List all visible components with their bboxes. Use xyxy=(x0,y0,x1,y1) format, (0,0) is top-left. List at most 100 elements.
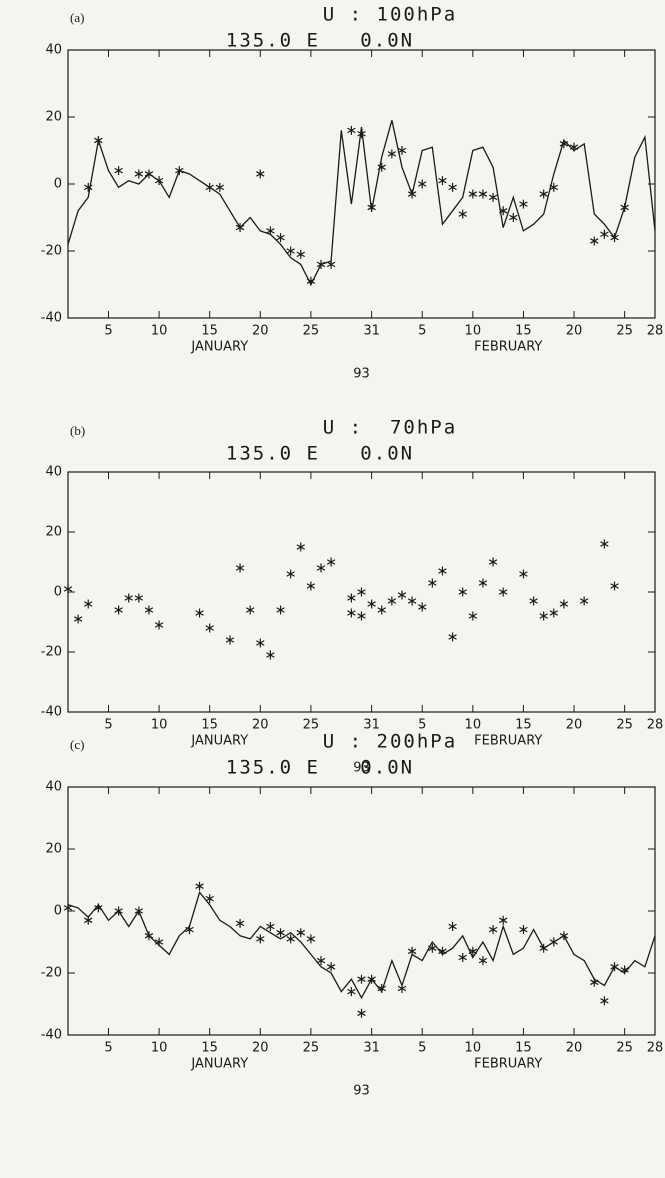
asterisk-marker xyxy=(387,149,397,159)
asterisk-marker xyxy=(418,179,427,189)
asterisk-marker xyxy=(407,946,417,956)
asterisk-marker xyxy=(539,943,548,953)
asterisk-marker xyxy=(559,139,569,149)
asterisk-marker xyxy=(266,650,275,660)
asterisk-marker xyxy=(357,129,366,139)
y-tick-label: -20 xyxy=(41,244,62,259)
asterisk-marker xyxy=(286,569,295,579)
asterisk-marker xyxy=(84,915,93,925)
x-tick-label: 20 xyxy=(566,324,583,339)
x-tick-label: 5 xyxy=(104,1041,112,1056)
asterisk-marker xyxy=(397,590,407,600)
asterisk-marker xyxy=(154,176,164,186)
asterisk-marker xyxy=(266,922,275,931)
asterisk-marker xyxy=(326,557,336,567)
month-label: FEBRUARY xyxy=(474,340,542,355)
x-tick-label: 10 xyxy=(465,324,482,339)
x-axis-label: 93 xyxy=(353,1084,370,1099)
x-tick-label: 5 xyxy=(104,718,112,733)
asterisk-marker xyxy=(519,569,528,579)
x-tick-label: 31 xyxy=(363,718,380,733)
asterisk-marker xyxy=(124,593,133,603)
y-tick-label: -40 xyxy=(41,311,62,326)
y-tick-label: -40 xyxy=(41,1028,62,1043)
asterisk-marker xyxy=(347,125,356,135)
x-tick-label: 20 xyxy=(252,718,269,733)
asterisk-marker xyxy=(94,135,103,145)
asterisk-marker xyxy=(326,259,336,269)
asterisk-marker xyxy=(468,946,478,956)
asterisk-marker xyxy=(458,587,467,597)
asterisk-marker xyxy=(478,956,488,966)
asterisk-marker xyxy=(114,166,123,176)
month-label: JANUARY xyxy=(190,340,248,355)
chart-subtitle: 135.0 E 0.0N xyxy=(226,443,414,465)
x-tick-label: 5 xyxy=(418,324,426,339)
asterisk-marker xyxy=(144,169,154,179)
chart-title: U : 100hPa xyxy=(323,4,457,26)
x-tick-label: 10 xyxy=(151,718,168,733)
data-line xyxy=(67,120,656,286)
asterisk-marker xyxy=(488,192,498,202)
asterisk-marker xyxy=(134,169,144,179)
asterisk-marker xyxy=(256,934,265,944)
x-tick-label: 28 xyxy=(647,324,664,339)
asterisk-marker xyxy=(600,229,609,239)
asterisk-marker xyxy=(377,162,386,172)
asterisk-marker xyxy=(488,925,498,935)
asterisk-marker xyxy=(387,596,397,606)
asterisk-marker xyxy=(215,182,225,192)
x-tick-label: 25 xyxy=(303,1041,320,1056)
asterisk-marker xyxy=(316,563,326,573)
month-label: JANUARY xyxy=(190,1057,248,1072)
asterisk-marker xyxy=(154,937,164,947)
asterisk-marker xyxy=(306,581,316,591)
asterisk-marker xyxy=(448,922,457,931)
x-tick-label: 10 xyxy=(465,718,482,733)
asterisk-marker xyxy=(549,937,559,947)
chart-subtitle: 135.0 E 0.0N xyxy=(226,30,414,52)
asterisk-marker xyxy=(438,176,447,186)
y-tick-label: 40 xyxy=(45,780,62,795)
asterisk-marker xyxy=(195,881,204,891)
asterisk-marker xyxy=(306,276,316,286)
asterisk-marker xyxy=(509,213,518,222)
asterisk-marker xyxy=(488,557,498,567)
asterisk-marker xyxy=(438,946,447,956)
asterisk-marker xyxy=(428,943,437,953)
asterisk-marker xyxy=(559,599,569,609)
month-label: JANUARY xyxy=(190,734,248,749)
asterisk-marker xyxy=(235,563,245,573)
asterisk-marker xyxy=(276,605,285,615)
x-tick-label: 25 xyxy=(303,718,320,733)
asterisk-marker xyxy=(175,166,184,176)
x-tick-label: 15 xyxy=(515,1041,532,1056)
panel-label: (b) xyxy=(70,423,85,438)
asterisk-marker xyxy=(84,599,93,609)
asterisk-marker xyxy=(144,931,154,941)
asterisk-marker xyxy=(377,605,386,615)
asterisk-marker xyxy=(519,925,528,935)
asterisk-marker xyxy=(316,956,326,966)
asterisk-marker xyxy=(448,182,457,192)
asterisk-marker xyxy=(590,236,599,246)
plot-frame xyxy=(67,49,656,319)
asterisk-marker xyxy=(347,987,356,997)
asterisk-marker xyxy=(94,903,103,913)
asterisk-marker xyxy=(407,189,417,199)
asterisk-marker xyxy=(498,206,508,216)
asterisk-marker xyxy=(529,596,538,606)
asterisk-marker xyxy=(185,925,194,935)
asterisk-marker xyxy=(306,934,316,944)
asterisk-marker xyxy=(63,584,73,594)
x-tick-label: 15 xyxy=(201,718,218,733)
x-tick-label: 25 xyxy=(616,718,633,733)
x-tick-label: 15 xyxy=(515,324,532,339)
asterisk-marker xyxy=(620,965,629,975)
asterisk-marker xyxy=(235,918,245,928)
asterisk-marker xyxy=(195,608,204,618)
asterisk-marker xyxy=(205,623,214,633)
x-tick-label: 20 xyxy=(566,1041,583,1056)
asterisk-marker xyxy=(256,169,265,179)
y-tick-label: 40 xyxy=(45,465,62,480)
